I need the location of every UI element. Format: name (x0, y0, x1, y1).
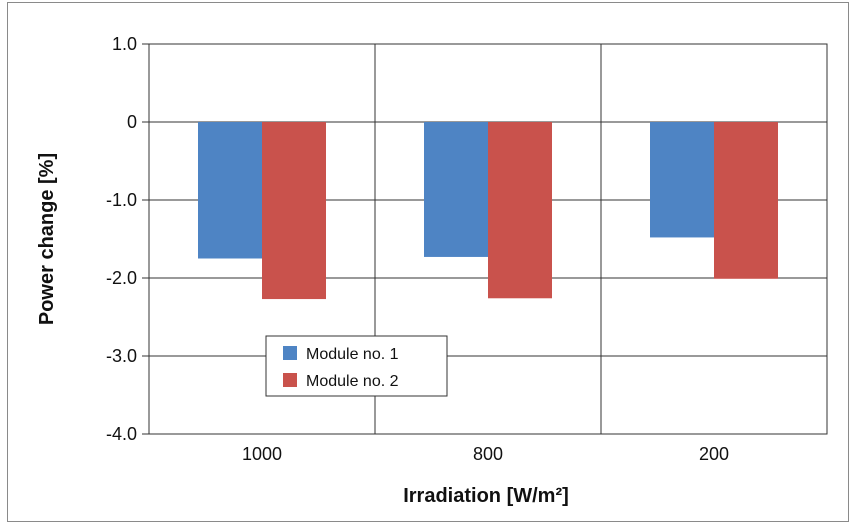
legend-label-module-2: Module no. 2 (306, 373, 399, 390)
bar-series-1-800 (424, 122, 488, 257)
x-tick-label: 200 (699, 444, 729, 464)
y-tick-label: -4.0 (106, 424, 137, 444)
legend: Module no. 1 Module no. 2 (265, 335, 448, 397)
y-tick-label: -3.0 (106, 346, 137, 366)
legend-swatch-module-2 (283, 373, 297, 387)
bar-series-2-800 (488, 122, 552, 299)
bar-series-2-1000 (262, 122, 326, 300)
x-tick-label: 800 (473, 444, 503, 464)
legend-label-module-1: Module no. 1 (306, 346, 399, 363)
y-tick-label: 1.0 (112, 34, 137, 54)
y-tick-label: 0 (127, 112, 137, 132)
bar-series-2-200 (714, 122, 778, 279)
plot-area-border (148, 43, 828, 435)
x-tick-labels: 1000 800 200 (242, 444, 729, 464)
bar-series-1-200 (650, 122, 714, 238)
chart-frame (7, 2, 849, 522)
axes (142, 43, 828, 435)
y-tick-labels: 1.0 0 -1.0 -2.0 -3.0 -4.0 (106, 34, 137, 444)
legend-swatch-module-1 (283, 346, 297, 360)
y-tick-label: -2.0 (106, 268, 137, 288)
y-axis-label: Power change [%] (36, 153, 58, 325)
x-tick-label: 1000 (242, 444, 282, 464)
bars (198, 122, 778, 300)
x-axis-label: Irradiation [W/m²] (403, 485, 569, 507)
y-tick-label: -1.0 (106, 190, 137, 210)
bar-series-1-1000 (198, 122, 262, 259)
